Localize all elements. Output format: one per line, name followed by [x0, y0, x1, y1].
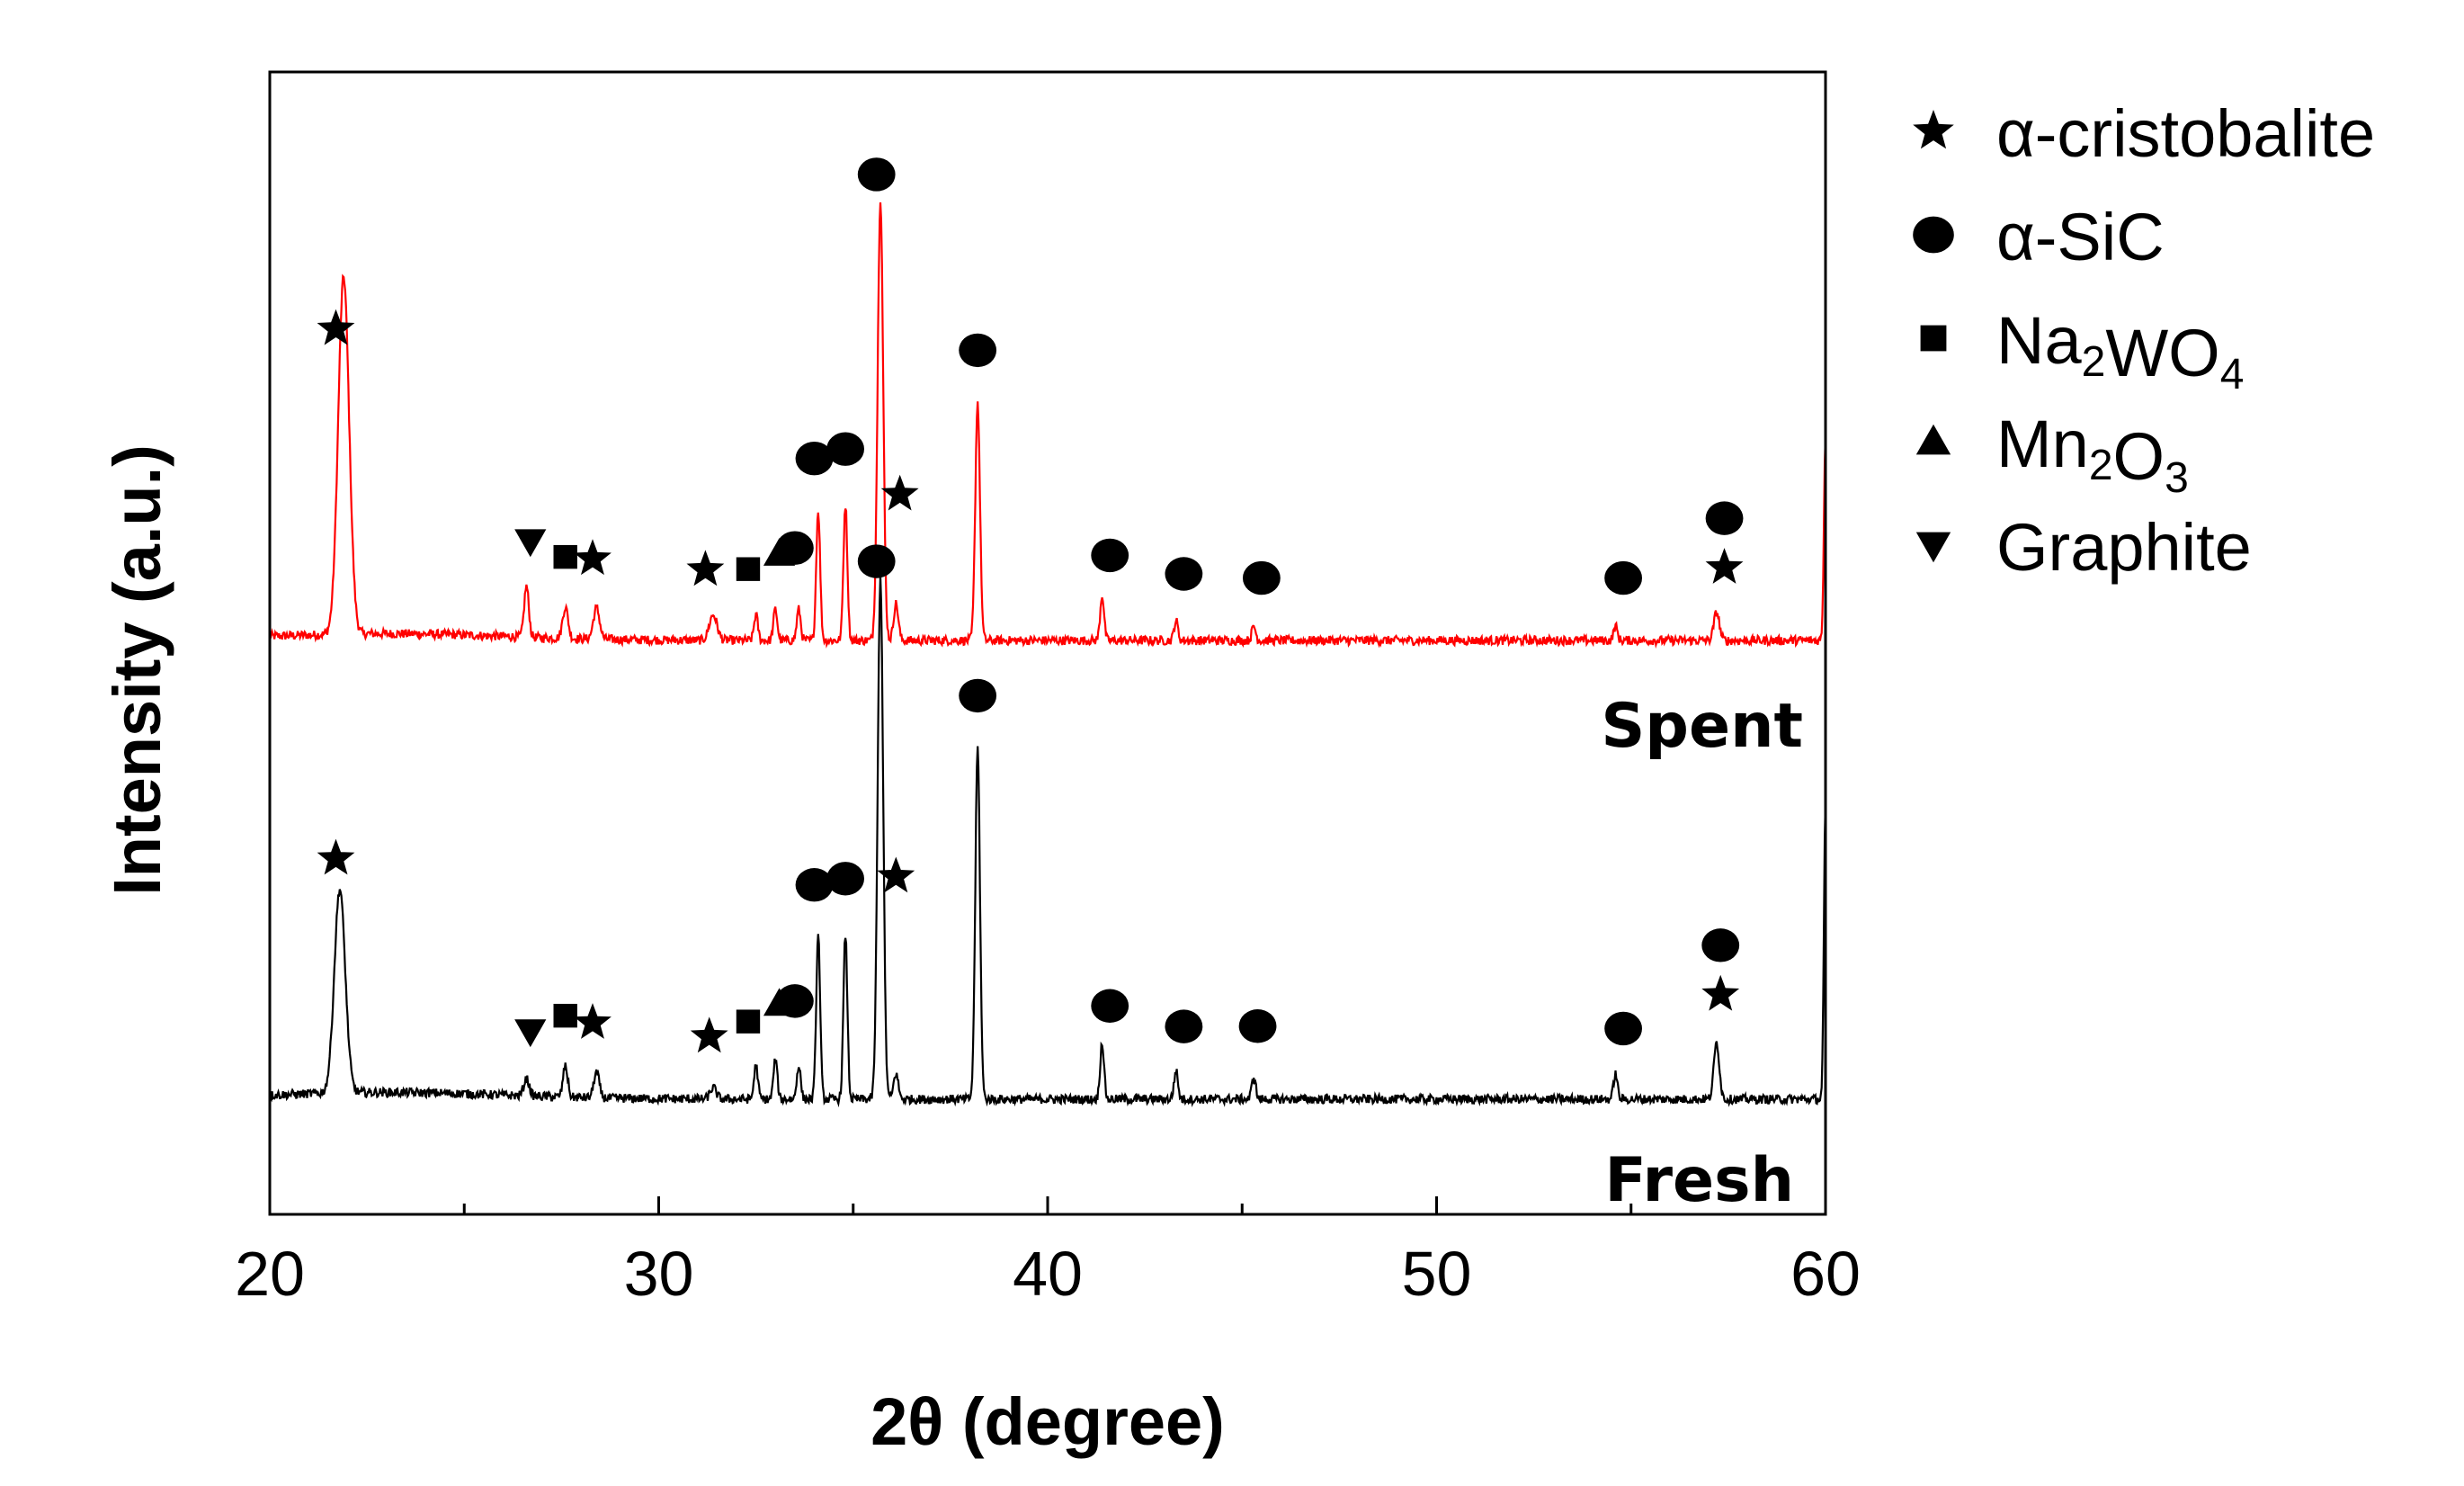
legend-circle-icon — [1913, 216, 1954, 254]
star-marker — [574, 1003, 612, 1039]
circle-marker — [1701, 928, 1740, 962]
circle-marker — [1165, 1009, 1203, 1043]
circle-marker — [795, 441, 834, 476]
star-marker — [877, 856, 915, 893]
triangle-down-marker — [514, 529, 547, 558]
circle-marker — [775, 984, 814, 1018]
circle-marker — [795, 868, 834, 902]
star-marker — [317, 838, 355, 875]
annotation-marker-layer — [317, 157, 1744, 1053]
star-marker — [686, 550, 725, 586]
star-marker — [880, 474, 919, 511]
legend-square-icon — [1920, 325, 1947, 352]
square-marker — [553, 1003, 577, 1028]
square-marker — [736, 1009, 761, 1034]
x-tick-label: 60 — [1790, 1239, 1861, 1309]
star-marker — [317, 309, 355, 345]
circle-marker — [1242, 560, 1281, 595]
star-marker — [574, 539, 612, 576]
square-marker — [553, 544, 577, 569]
legend-label: Graphite — [1996, 510, 2252, 585]
circle-marker — [1604, 1011, 1642, 1046]
series-label-spent: Spent — [1601, 691, 1803, 762]
circle-marker — [1091, 989, 1129, 1023]
circle-marker — [959, 333, 997, 368]
circle-marker — [1165, 557, 1203, 591]
legend-label: α-SiC — [1996, 200, 2165, 274]
x-axis-ticks: 20 30 40 50 60 — [235, 1196, 1861, 1309]
circle-marker — [857, 157, 896, 192]
y-axis-title: Intensity (a.u.) — [100, 444, 174, 896]
triangle-down-marker — [514, 1019, 547, 1048]
circle-marker — [1705, 501, 1744, 535]
series-label-fresh: Fresh — [1604, 1145, 1794, 1216]
x-tick-label: 30 — [624, 1239, 694, 1309]
circle-marker — [959, 678, 997, 713]
series-layer — [268, 201, 1827, 1108]
legend-label: α-cristobalite — [1996, 96, 2375, 171]
series-line-fresh — [269, 575, 1827, 1108]
legend-triangle-down-icon — [1915, 532, 1951, 563]
x-tick-label: 20 — [235, 1239, 305, 1309]
series-line-spent — [268, 201, 1827, 649]
star-marker — [1705, 548, 1744, 584]
circle-marker — [1604, 560, 1642, 595]
circle-marker — [775, 531, 814, 565]
circle-marker — [826, 432, 864, 466]
legend-label: Na2WO4 — [1996, 303, 2244, 398]
star-marker — [1701, 974, 1740, 1011]
x-tick-label: 40 — [1013, 1239, 1083, 1309]
circle-marker — [857, 544, 896, 578]
legend-label: Mn2O3 — [1996, 407, 2189, 502]
legend-star-icon — [1913, 110, 1954, 149]
square-marker — [736, 557, 761, 581]
x-tick-label: 50 — [1402, 1239, 1472, 1309]
circle-marker — [1238, 1009, 1277, 1043]
x-axis-title: 2θ (degree) — [870, 1384, 1225, 1459]
circle-marker — [826, 862, 864, 896]
legend-triangle-up-icon — [1915, 424, 1951, 455]
star-marker — [690, 1016, 728, 1053]
circle-marker — [1091, 538, 1129, 573]
